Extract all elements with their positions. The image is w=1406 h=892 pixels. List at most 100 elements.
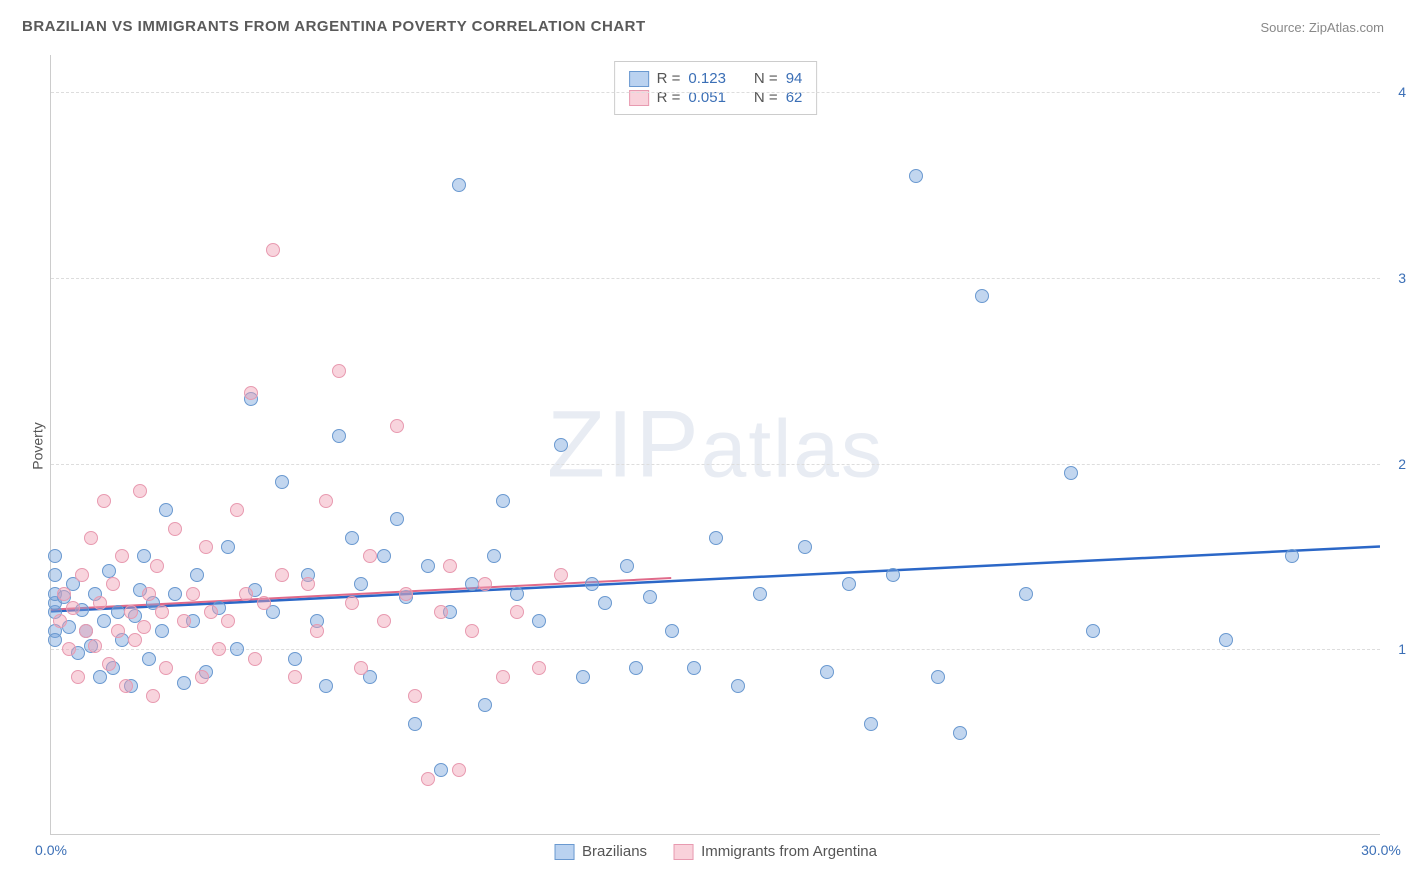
gridline	[51, 649, 1380, 650]
data-point-argentina	[204, 605, 218, 619]
data-point-brazilians	[975, 289, 989, 303]
data-point-argentina	[288, 670, 302, 684]
data-point-brazilians	[97, 614, 111, 628]
data-point-argentina	[71, 670, 85, 684]
data-point-argentina	[434, 605, 448, 619]
data-point-argentina	[53, 614, 67, 628]
data-point-brazilians	[230, 642, 244, 656]
data-point-argentina	[510, 605, 524, 619]
data-point-argentina	[345, 596, 359, 610]
data-point-brazilians	[1285, 549, 1299, 563]
data-point-argentina	[115, 549, 129, 563]
data-point-brazilians	[137, 549, 151, 563]
data-point-argentina	[106, 577, 120, 591]
data-point-argentina	[248, 652, 262, 666]
data-point-argentina	[266, 243, 280, 257]
data-point-brazilians	[275, 475, 289, 489]
data-point-argentina	[310, 624, 324, 638]
data-point-argentina	[465, 624, 479, 638]
data-point-brazilians	[909, 169, 923, 183]
y-tick-label: 10.0%	[1398, 641, 1406, 657]
data-point-brazilians	[842, 577, 856, 591]
series-legend: Brazilians Immigrants from Argentina	[554, 843, 877, 860]
data-point-brazilians	[687, 661, 701, 675]
gridline	[51, 92, 1380, 93]
data-point-argentina	[478, 577, 492, 591]
data-point-brazilians	[93, 670, 107, 684]
data-point-argentina	[124, 605, 138, 619]
swatch-brazilians	[629, 71, 649, 87]
data-point-argentina	[452, 763, 466, 777]
trend-lines-svg	[51, 55, 1380, 834]
data-point-brazilians	[598, 596, 612, 610]
plot-area: ZIPatlas R = 0.123 N = 94 R = 0.051 N = …	[50, 55, 1380, 835]
data-point-argentina	[84, 531, 98, 545]
data-point-argentina	[142, 587, 156, 601]
data-point-brazilians	[434, 763, 448, 777]
data-point-argentina	[363, 549, 377, 563]
data-point-argentina	[159, 661, 173, 675]
legend-item-brazilians: Brazilians	[554, 843, 647, 860]
data-point-argentina	[57, 587, 71, 601]
gridline	[51, 464, 1380, 465]
r-value-brazilians: 0.123	[688, 70, 726, 87]
y-tick-label: 40.0%	[1398, 84, 1406, 100]
n-value-brazilians: 94	[786, 70, 803, 87]
data-point-brazilians	[190, 568, 204, 582]
data-point-brazilians	[102, 564, 116, 578]
data-point-brazilians	[377, 549, 391, 563]
data-point-argentina	[532, 661, 546, 675]
data-point-brazilians	[48, 549, 62, 563]
data-point-argentina	[177, 614, 191, 628]
data-point-brazilians	[390, 512, 404, 526]
legend-label-brazilians: Brazilians	[582, 843, 647, 860]
data-point-brazilians	[576, 670, 590, 684]
data-point-brazilians	[864, 717, 878, 731]
data-point-brazilians	[731, 679, 745, 693]
legend-item-argentina: Immigrants from Argentina	[673, 843, 877, 860]
data-point-argentina	[496, 670, 510, 684]
data-point-brazilians	[1064, 466, 1078, 480]
data-point-argentina	[133, 484, 147, 498]
data-point-argentina	[102, 657, 116, 671]
legend-label-argentina: Immigrants from Argentina	[701, 843, 877, 860]
data-point-brazilians	[288, 652, 302, 666]
data-point-brazilians	[496, 494, 510, 508]
data-point-argentina	[221, 614, 235, 628]
y-tick-label: 20.0%	[1398, 456, 1406, 472]
data-point-brazilians	[354, 577, 368, 591]
data-point-brazilians	[48, 568, 62, 582]
data-point-brazilians	[510, 587, 524, 601]
data-point-argentina	[212, 642, 226, 656]
data-point-brazilians	[159, 503, 173, 517]
data-point-brazilians	[1019, 587, 1033, 601]
y-axis-label: Poverty	[30, 422, 46, 469]
data-point-argentina	[79, 624, 93, 638]
data-point-argentina	[332, 364, 346, 378]
data-point-argentina	[155, 605, 169, 619]
data-point-brazilians	[798, 540, 812, 554]
data-point-argentina	[97, 494, 111, 508]
data-point-argentina	[239, 587, 253, 601]
data-point-argentina	[88, 639, 102, 653]
data-point-brazilians	[532, 614, 546, 628]
data-point-brazilians	[155, 624, 169, 638]
data-point-argentina	[128, 633, 142, 647]
data-point-brazilians	[142, 652, 156, 666]
data-point-brazilians	[1219, 633, 1233, 647]
swatch-argentina-bottom	[673, 844, 693, 860]
data-point-brazilians	[620, 559, 634, 573]
data-point-argentina	[199, 540, 213, 554]
data-point-argentina	[408, 689, 422, 703]
data-point-brazilians	[452, 178, 466, 192]
data-point-brazilians	[1086, 624, 1100, 638]
swatch-brazilians-bottom	[554, 844, 574, 860]
watermark: ZIPatlas	[547, 390, 884, 499]
trend-line-brazilians	[51, 547, 1380, 612]
data-point-brazilians	[177, 676, 191, 690]
data-point-brazilians	[554, 438, 568, 452]
data-point-argentina	[554, 568, 568, 582]
data-point-argentina	[66, 601, 80, 615]
data-point-argentina	[244, 386, 258, 400]
n-label: N =	[754, 70, 778, 87]
